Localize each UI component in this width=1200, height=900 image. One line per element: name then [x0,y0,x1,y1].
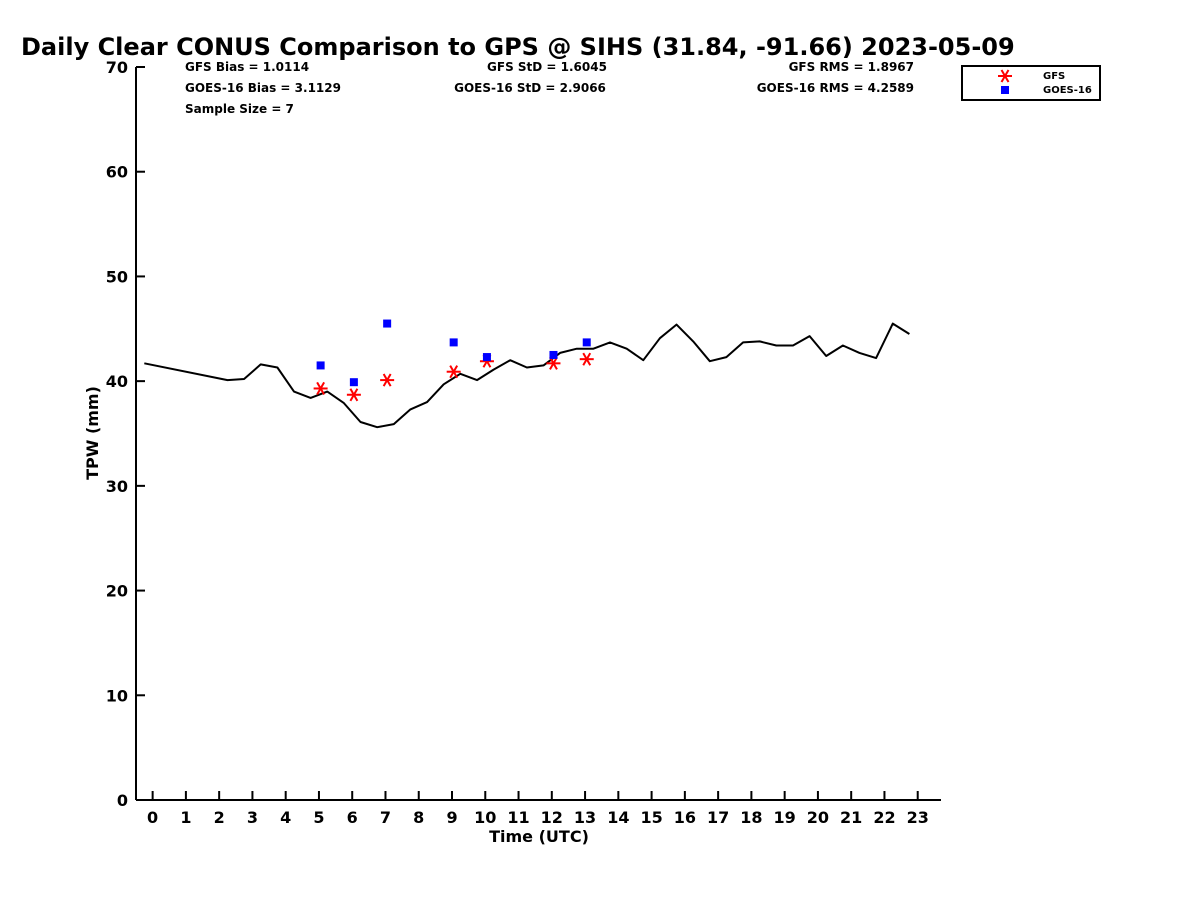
legend-gfs-marker [998,69,1012,83]
x-tick-label: 8 [413,808,424,827]
stats-block: GFS Bias = 1.0114 GOES-16 Bias = 3.1129 … [185,60,914,116]
x-tick-label: 0 [147,808,158,827]
y-axis-label: TPW (mm) [83,386,102,480]
x-tick-label: 17 [707,808,729,827]
legend-goes-label: GOES-16 [1043,85,1092,96]
goes-rms-stat: GOES-16 RMS = 4.2589 [757,81,914,95]
gfs-point [380,373,395,387]
y-ticks: 0 10 20 30 40 50 60 70 [106,58,145,810]
sample-size-stat: Sample Size = 7 [185,102,294,116]
x-tick-label: 22 [873,808,895,827]
gfs-bias-stat: GFS Bias = 1.0114 [185,60,309,74]
gfs-point [546,356,561,370]
goes-bias-stat: GOES-16 Bias = 3.1129 [185,81,341,95]
x-tick-label: 3 [247,808,258,827]
x-tick-label: 1 [180,808,191,827]
gps-tpw-line [144,322,910,429]
chart-title: Daily Clear CONUS Comparison to GPS @ SI… [21,33,1015,61]
x-tick-label: 6 [347,808,358,827]
x-tick-label: 19 [774,808,796,827]
goes16-point [383,319,392,328]
x-tick-label: 21 [840,808,862,827]
legend-box [961,65,1101,101]
goes16-point [549,350,558,359]
x-ticks: 0 1 2 3 4 5 6 7 8 9 10 11 12 13 14 15 16 17 18 19 20 21 22 23 [147,791,929,827]
y-tick-label: 0 [117,791,128,810]
x-tick-label: 5 [313,808,324,827]
goes16-point [349,378,358,387]
gfs-point [313,381,328,396]
legend-gfs-label: GFS [1043,71,1065,82]
x-axis-label: Time (UTC) [489,827,589,846]
gfs-point [346,388,361,402]
y-tick-label: 20 [106,582,128,601]
x-tick-label: 11 [507,808,529,827]
x-tick-label: 16 [674,808,696,827]
series-layer [144,319,910,429]
x-tick-label: 10 [474,808,496,827]
x-tick-label: 23 [907,808,929,827]
goes16-point [449,338,458,347]
goes16-point [582,338,591,347]
x-tick-label: 9 [446,808,457,827]
x-tick-label: 20 [807,808,829,827]
legend: GFS GOES-16 [961,65,1101,101]
x-tick-label: 18 [740,808,762,827]
x-tick-label: 13 [574,808,596,827]
x-tick-label: 2 [214,808,225,827]
y-tick-label: 10 [106,686,128,705]
legend-gfs-asterisk [998,69,1012,83]
gfs-rms-stat: GFS RMS = 1.8967 [789,60,914,74]
goes16-point [482,353,491,362]
y-tick-label: 60 [106,163,128,182]
x-tick-label: 12 [541,808,563,827]
legend-goes-marker [1001,86,1009,94]
x-tick-label: 4 [280,808,291,827]
goes-std-stat: GOES-16 StD = 2.9066 [454,81,606,95]
x-tick-label: 14 [607,808,629,827]
y-tick-label: 50 [106,267,128,286]
gfs-point [579,352,594,366]
y-tick-label: 40 [106,372,128,391]
goes16-point [316,361,325,370]
y-tick-label: 30 [106,477,128,496]
x-tick-label: 15 [640,808,662,827]
gfs-point [446,365,461,379]
x-tick-label: 7 [380,808,391,827]
y-tick-label: 70 [106,58,128,77]
gfs-std-stat: GFS StD = 1.6045 [487,60,607,74]
